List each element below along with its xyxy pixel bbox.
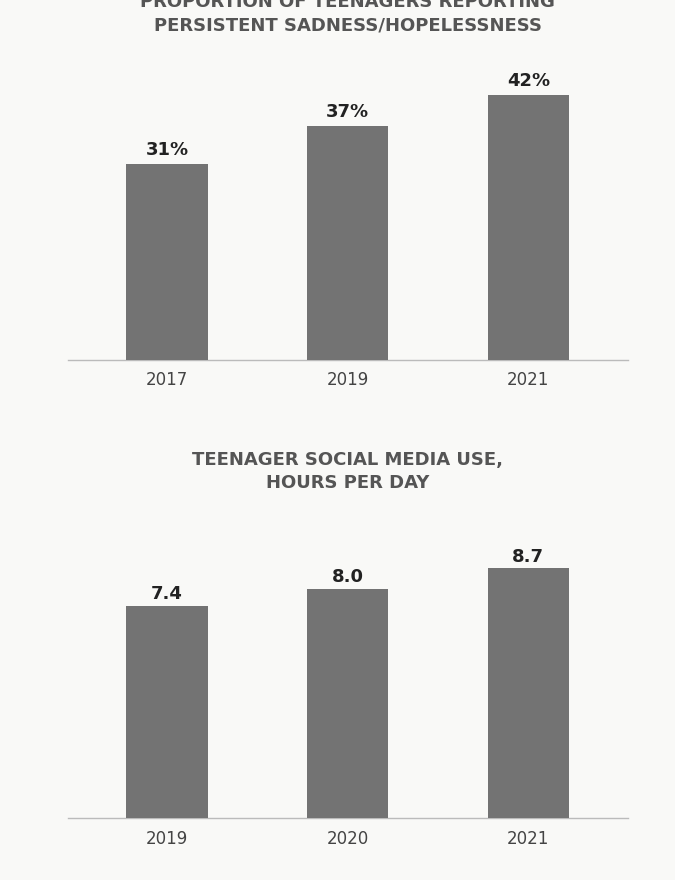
Bar	[126, 164, 208, 360]
Bar	[487, 568, 569, 818]
Text: 8.0: 8.0	[331, 568, 364, 586]
Bar	[487, 94, 569, 360]
Text: 31%: 31%	[145, 141, 188, 159]
Bar	[307, 589, 388, 818]
Bar	[307, 126, 388, 360]
Bar	[126, 605, 208, 818]
Text: 42%: 42%	[507, 71, 550, 90]
Text: 7.4: 7.4	[151, 585, 183, 603]
Title: PROPORTION OF TEENAGERS REPORTING
PERSISTENT SADNESS/HOPELESSNESS: PROPORTION OF TEENAGERS REPORTING PERSIS…	[140, 0, 555, 34]
Text: 8.7: 8.7	[512, 547, 544, 566]
Text: 37%: 37%	[326, 103, 369, 121]
Title: TEENAGER SOCIAL MEDIA USE,
HOURS PER DAY: TEENAGER SOCIAL MEDIA USE, HOURS PER DAY	[192, 451, 503, 493]
